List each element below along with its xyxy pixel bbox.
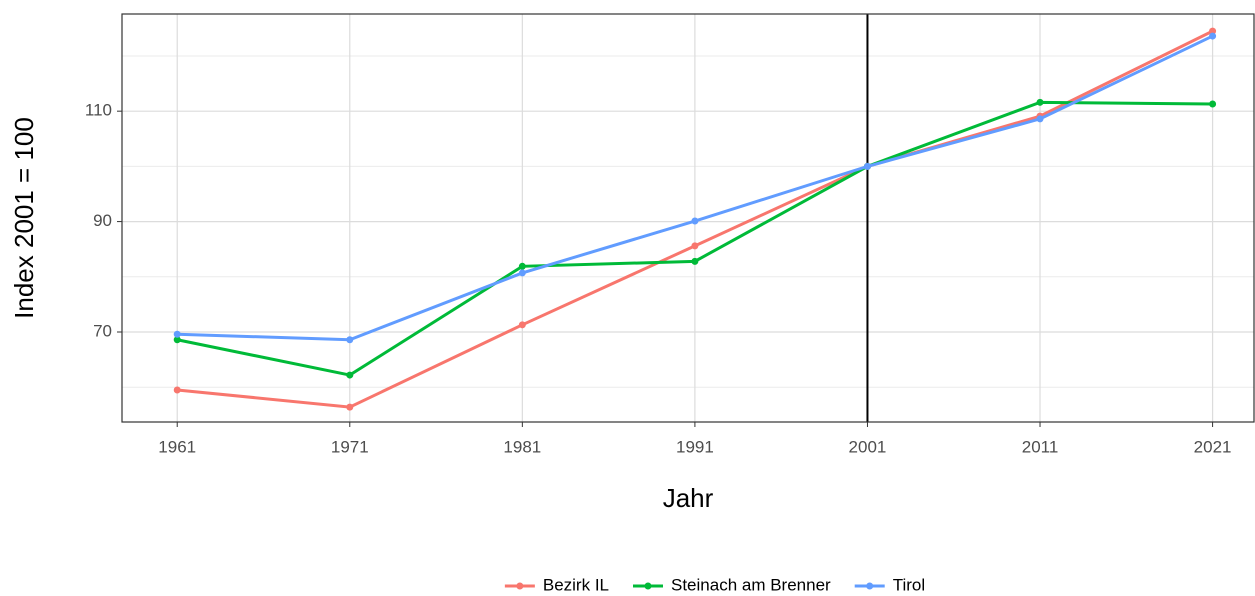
data-point — [518, 269, 526, 277]
legend-label: Bezirk IL — [543, 575, 609, 594]
data-point — [346, 403, 354, 411]
x-tick-label: 1981 — [503, 437, 541, 456]
x-tick-label: 1991 — [676, 437, 714, 456]
panel-border — [121, 13, 1255, 423]
y-tick-label: 110 — [85, 101, 112, 120]
data-point — [863, 162, 871, 170]
y-tick-label: 70 — [93, 321, 112, 340]
y-tick-label: 90 — [93, 211, 112, 230]
legend-label: Tirol — [893, 575, 925, 594]
data-point — [173, 386, 181, 394]
data-point — [691, 257, 699, 265]
legend-label: Steinach am Brenner — [671, 575, 831, 594]
x-tick-label: 2001 — [849, 437, 887, 456]
x-axis-title: Jahr — [663, 483, 714, 513]
data-point — [518, 321, 526, 329]
data-point — [1036, 115, 1044, 123]
data-point — [1209, 32, 1217, 40]
x-tick-label: 2011 — [1022, 437, 1059, 456]
legend-key-point — [866, 582, 874, 590]
legend-key-point — [516, 582, 524, 590]
data-point — [1209, 27, 1217, 35]
data-point — [691, 217, 699, 225]
data-point — [518, 262, 526, 270]
data-point — [346, 371, 354, 379]
x-tick-label: 1971 — [331, 437, 369, 456]
data-point — [173, 330, 181, 338]
data-point — [691, 242, 699, 250]
y-axis-title: Index 2001 = 100 — [9, 117, 39, 319]
x-tick-label: 2021 — [1194, 437, 1232, 456]
legend-key-point — [644, 582, 652, 590]
data-point — [173, 336, 181, 344]
data-point — [1209, 100, 1217, 108]
data-point — [1036, 98, 1044, 106]
x-tick-label: 1961 — [158, 437, 196, 456]
data-point — [346, 336, 354, 344]
